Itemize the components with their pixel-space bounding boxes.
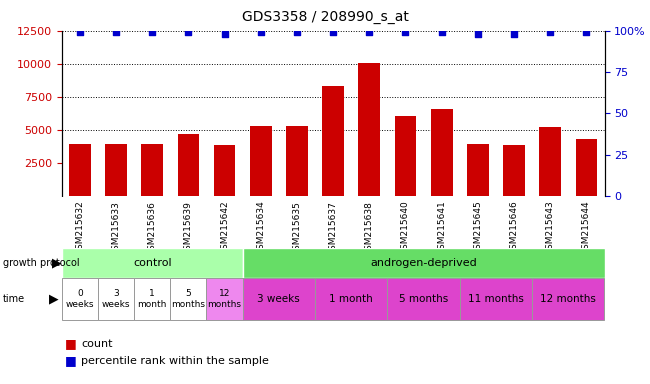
Text: growth protocol: growth protocol bbox=[3, 258, 80, 268]
Bar bbox=[105, 144, 127, 196]
Bar bbox=[242, 278, 315, 320]
Bar bbox=[141, 144, 163, 196]
Bar bbox=[358, 63, 380, 196]
Point bbox=[328, 29, 338, 35]
Bar bbox=[98, 278, 134, 320]
Point bbox=[75, 29, 85, 35]
Text: GSM215638: GSM215638 bbox=[365, 201, 374, 256]
Bar bbox=[62, 248, 242, 278]
Text: GSM215636: GSM215636 bbox=[148, 201, 157, 256]
Text: 0
weeks: 0 weeks bbox=[66, 290, 94, 309]
Bar bbox=[134, 278, 170, 320]
Text: 3
weeks: 3 weeks bbox=[102, 290, 130, 309]
Bar bbox=[540, 127, 561, 196]
Point bbox=[581, 29, 592, 35]
Point bbox=[292, 29, 302, 35]
Text: percentile rank within the sample: percentile rank within the sample bbox=[81, 356, 269, 366]
Text: GSM215644: GSM215644 bbox=[582, 201, 591, 255]
Bar bbox=[62, 278, 98, 320]
Text: GSM215641: GSM215641 bbox=[437, 201, 446, 255]
Text: GSM215645: GSM215645 bbox=[473, 201, 482, 255]
Bar bbox=[467, 144, 489, 196]
Bar bbox=[322, 86, 344, 196]
Text: ■: ■ bbox=[65, 337, 77, 350]
Bar bbox=[503, 145, 525, 196]
Text: ▶: ▶ bbox=[49, 293, 58, 306]
Bar bbox=[250, 126, 272, 196]
Bar bbox=[69, 144, 91, 196]
Text: time: time bbox=[3, 294, 25, 304]
Text: GSM215635: GSM215635 bbox=[292, 201, 302, 256]
Point bbox=[255, 29, 266, 35]
Bar bbox=[532, 278, 605, 320]
Bar bbox=[575, 139, 597, 196]
Text: GSM215632: GSM215632 bbox=[75, 201, 84, 255]
Text: 3 weeks: 3 weeks bbox=[257, 294, 300, 304]
Bar bbox=[431, 109, 452, 196]
Point bbox=[436, 29, 447, 35]
Text: GSM215634: GSM215634 bbox=[256, 201, 265, 255]
Bar bbox=[387, 278, 460, 320]
Bar bbox=[170, 278, 207, 320]
Bar bbox=[207, 278, 242, 320]
Text: 12
months: 12 months bbox=[207, 290, 242, 309]
Bar bbox=[395, 116, 417, 196]
Text: GSM215646: GSM215646 bbox=[510, 201, 519, 255]
Text: 5
months: 5 months bbox=[172, 290, 205, 309]
Point bbox=[400, 29, 411, 35]
Text: GSM215633: GSM215633 bbox=[112, 201, 120, 256]
Text: GSM215639: GSM215639 bbox=[184, 201, 193, 256]
Text: ■: ■ bbox=[65, 354, 77, 367]
Text: 12 months: 12 months bbox=[540, 294, 596, 304]
Text: 11 months: 11 months bbox=[468, 294, 524, 304]
Bar bbox=[286, 126, 308, 196]
Text: count: count bbox=[81, 339, 112, 349]
Point bbox=[473, 31, 483, 37]
Text: GSM215640: GSM215640 bbox=[401, 201, 410, 255]
Bar bbox=[315, 278, 387, 320]
Point bbox=[219, 31, 230, 37]
Point bbox=[364, 29, 374, 35]
Text: ▶: ▶ bbox=[53, 256, 62, 269]
Text: 5 months: 5 months bbox=[399, 294, 448, 304]
Point bbox=[509, 31, 519, 37]
Text: GSM215642: GSM215642 bbox=[220, 201, 229, 255]
Point bbox=[545, 29, 555, 35]
Text: androgen-deprived: androgen-deprived bbox=[370, 258, 477, 268]
Point bbox=[111, 29, 122, 35]
Text: 1
month: 1 month bbox=[138, 290, 167, 309]
Point bbox=[147, 29, 157, 35]
Bar bbox=[177, 134, 200, 196]
Text: control: control bbox=[133, 258, 172, 268]
Point bbox=[183, 29, 194, 35]
Text: GDS3358 / 208990_s_at: GDS3358 / 208990_s_at bbox=[242, 10, 408, 23]
Text: 1 month: 1 month bbox=[330, 294, 373, 304]
Text: GSM215643: GSM215643 bbox=[546, 201, 554, 255]
Text: GSM215637: GSM215637 bbox=[329, 201, 337, 256]
Bar bbox=[242, 248, 604, 278]
Bar bbox=[460, 278, 532, 320]
Bar bbox=[214, 145, 235, 196]
